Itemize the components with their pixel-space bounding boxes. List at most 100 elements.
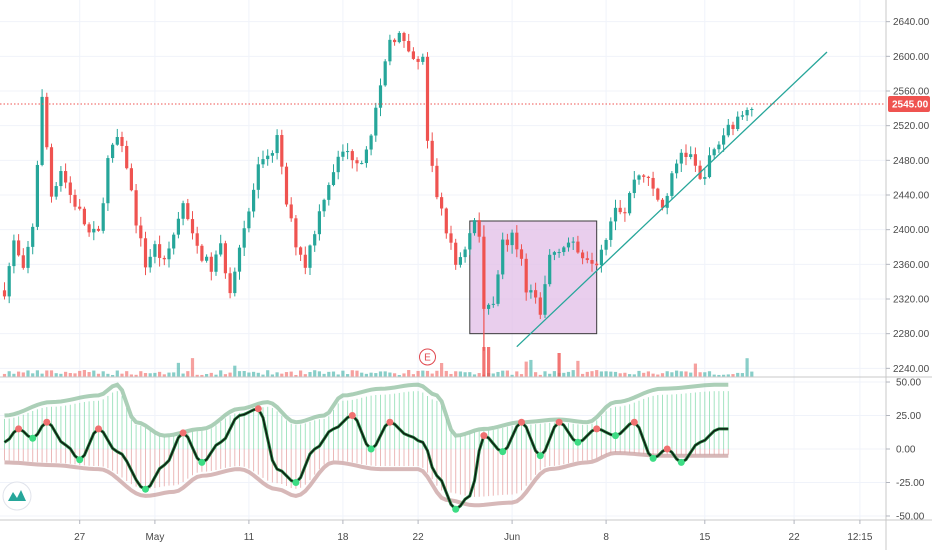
time-tick-label: May <box>145 532 164 543</box>
time-tick-label: 8 <box>603 532 609 543</box>
candle-body <box>675 163 679 174</box>
trough-dot <box>649 454 657 462</box>
candle-body <box>129 168 133 191</box>
trough-dot <box>292 478 300 486</box>
candle-body <box>646 176 650 178</box>
volume-bar <box>491 373 495 377</box>
candle-body <box>35 164 39 227</box>
price-tick-label: 2560.00 <box>893 87 930 98</box>
volume-bar <box>21 372 25 377</box>
volume-bar <box>440 363 444 377</box>
price-tick-label: 2320.00 <box>893 295 930 306</box>
candle-body <box>393 39 397 43</box>
volume-bar <box>552 371 556 377</box>
volume-bar <box>670 372 674 377</box>
candle-body <box>745 109 749 116</box>
candle-body <box>458 257 462 265</box>
volume-bar <box>628 374 632 377</box>
candle-body <box>440 197 444 209</box>
candle-body <box>252 189 256 212</box>
volume-bar <box>82 370 86 377</box>
volume-bar <box>228 372 232 377</box>
volume-bar <box>397 374 401 377</box>
volume-bar <box>585 371 589 377</box>
tradingview-logo-icon[interactable] <box>2 481 32 511</box>
candle-body <box>435 165 439 198</box>
peak-dot <box>518 418 525 426</box>
volume-bar <box>111 374 115 377</box>
candle-body <box>214 254 218 272</box>
volume-bar <box>623 372 627 377</box>
volume-bar <box>186 371 190 377</box>
volume-bar <box>599 371 603 377</box>
candle-body <box>115 137 119 145</box>
volume-bar <box>519 374 524 377</box>
volume-bar <box>581 373 585 377</box>
volume-bar <box>515 371 519 377</box>
candle-body <box>308 245 312 268</box>
time-tick-label: 12:15 <box>847 532 872 543</box>
candle-body <box>665 195 669 208</box>
volume-bar <box>256 372 260 377</box>
peak-dot <box>95 425 102 433</box>
trough-dot <box>536 452 544 460</box>
volume-bar <box>148 373 152 377</box>
candle-body <box>153 244 157 257</box>
volume-bar <box>341 370 345 377</box>
price-tick-label: 2280.00 <box>893 329 930 340</box>
volume-bar <box>430 373 434 377</box>
volume-bar <box>120 373 124 377</box>
volume-bar <box>308 372 312 377</box>
earnings-marker[interactable]: E <box>419 348 436 366</box>
candle-body <box>303 254 307 268</box>
volume-bar <box>17 371 21 377</box>
candle-body <box>557 252 561 254</box>
candle-body <box>266 155 270 160</box>
price-tick-label: 2440.00 <box>893 191 930 202</box>
candle-body <box>12 240 16 267</box>
candle-body <box>162 257 166 260</box>
candle-body <box>120 137 124 146</box>
candle-body <box>195 233 199 246</box>
volume-bar <box>383 371 387 377</box>
consolidation-box[interactable] <box>469 220 598 335</box>
candle-body <box>468 233 472 250</box>
volume-bar <box>642 372 646 377</box>
volume-bar <box>247 372 251 377</box>
candle-body <box>346 151 350 153</box>
time-axis[interactable]: 27 May 11 18 22 Jun 8 15 22 12:15 <box>74 520 873 543</box>
candle-body <box>45 96 49 148</box>
volume-bar <box>660 373 665 377</box>
trendline[interactable] <box>516 51 828 348</box>
oscillator-envelope <box>4 382 729 508</box>
candle-body <box>510 232 514 246</box>
volume-bar <box>482 347 486 377</box>
volume-bar <box>571 370 575 377</box>
candle-body <box>350 151 354 161</box>
volume-bar <box>736 372 740 377</box>
volume-bar <box>176 362 180 377</box>
last-price-label: 2545.00 <box>892 100 929 111</box>
volume-bar <box>590 371 594 377</box>
volume-bar <box>40 373 44 377</box>
volume-bar <box>294 374 298 377</box>
candle-body <box>200 245 204 261</box>
candle-body <box>256 164 260 190</box>
candle-body <box>31 226 35 247</box>
candle-body <box>40 96 44 165</box>
volume-bar <box>604 371 608 377</box>
price-axis[interactable]: 2640.00 2600.00 2560.00 2520.00 2480.00 2440.… <box>886 17 930 375</box>
oscillator-axis[interactable]: 50.00 25.00 0.00 -25.00 -50.00 <box>886 378 925 523</box>
candle-body <box>416 58 420 62</box>
candle-body <box>421 56 425 62</box>
volume-bar <box>632 374 636 377</box>
logo-mountain-icon <box>8 490 26 501</box>
volume-bar <box>223 374 227 377</box>
volume-bar <box>613 371 618 377</box>
earnings-marker-label: E <box>424 353 431 364</box>
envelope-upper <box>4 382 729 438</box>
volume-bar <box>595 370 599 377</box>
candle-body <box>524 258 528 293</box>
candle-body <box>21 255 25 268</box>
